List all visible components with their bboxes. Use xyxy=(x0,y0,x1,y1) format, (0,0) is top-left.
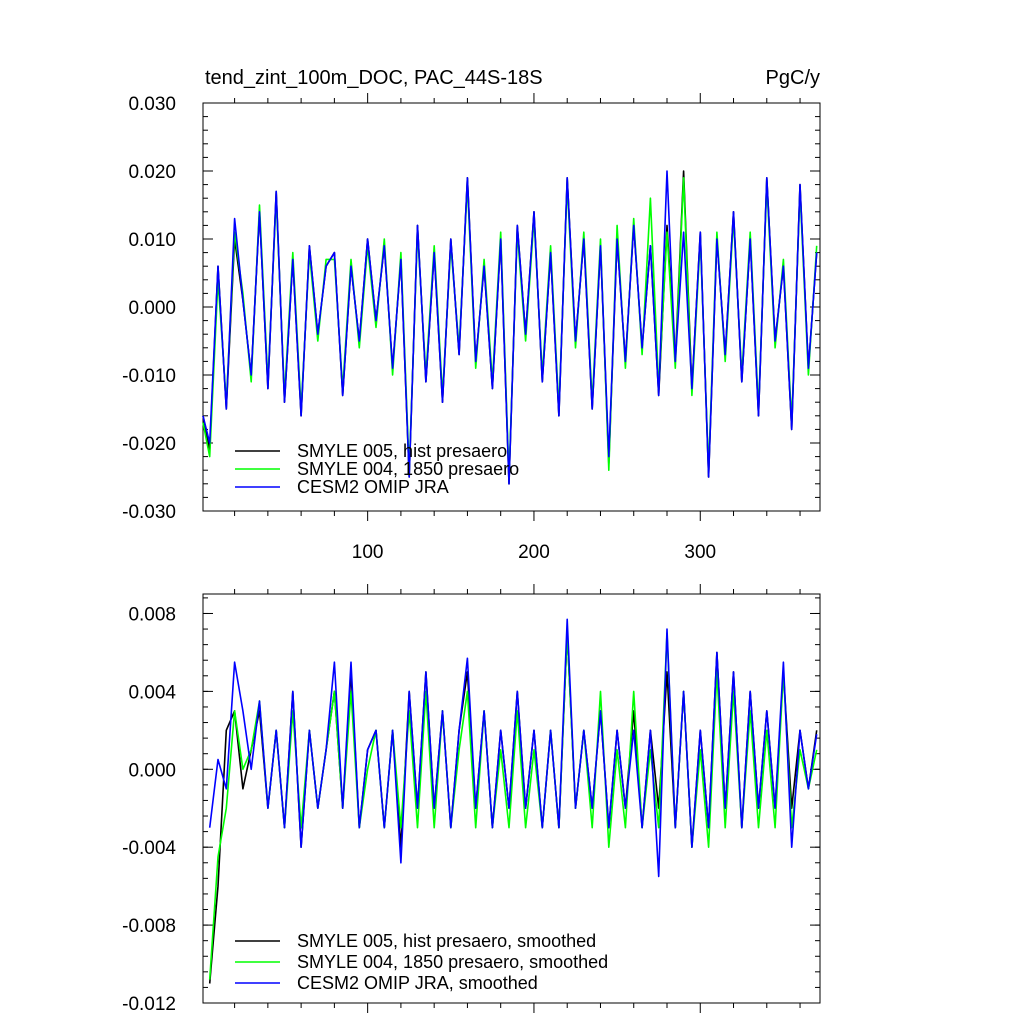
top-series-line-1 xyxy=(202,177,818,478)
bottom-series-line-2 xyxy=(208,618,818,878)
top-legend-label-2: CESM2 OMIP JRA xyxy=(297,477,449,497)
top-series-line-2 xyxy=(202,170,818,485)
top-axes: -0.030 -0.020 -0.010 0.000 0.010 0.020 0.030 10… xyxy=(122,93,820,563)
top-legend-label-1: SMYLE 004, 1850 presaero xyxy=(297,459,519,479)
bottom-axes: -0.012 -0.008 -0.004 0.000 0.004 0.008 xyxy=(122,584,820,1015)
top-xtick-label: 200 xyxy=(518,542,550,563)
top-panel: tend_zint_100m_DOC, PAC_44S-18S PgC/y -0… xyxy=(122,67,821,563)
bottom-ytick-label: 0.000 xyxy=(128,760,176,781)
bottom-panel: -0.012 -0.008 -0.004 0.000 0.004 0.008 SMYLE … xyxy=(122,584,821,1015)
top-chart-units: PgC/y xyxy=(766,67,820,89)
bottom-series-lines xyxy=(208,618,818,984)
top-ytick-label: 0.000 xyxy=(128,298,176,319)
top-xtick-label: 300 xyxy=(684,542,716,563)
bottom-ytick-label: 0.004 xyxy=(128,682,176,703)
bottom-legend-label-2: CESM2 OMIP JRA, smoothed xyxy=(297,973,538,993)
bottom-plot-frame xyxy=(202,593,821,1004)
bottom-legend-label-1: SMYLE 004, 1850 presaero, smoothed xyxy=(297,952,608,972)
bottom-legend: SMYLE 005, hist presaero, smoothedSMYLE … xyxy=(235,931,608,993)
bottom-ytick-label: -0.008 xyxy=(122,916,176,937)
top-ytick-label: -0.010 xyxy=(122,366,176,387)
top-xtick-label: 100 xyxy=(352,542,384,563)
top-ytick-label: 0.030 xyxy=(128,94,176,115)
top-legend-label-0: SMYLE 005, hist presaero xyxy=(297,441,507,461)
bottom-legend-label-0: SMYLE 005, hist presaero, smoothed xyxy=(297,931,596,951)
top-ytick-label: -0.020 xyxy=(122,434,176,455)
top-ytick-label: 0.020 xyxy=(128,162,176,183)
bottom-ytick-label: -0.012 xyxy=(122,994,176,1015)
top-ytick-label: -0.030 xyxy=(122,502,176,523)
bottom-ytick-label: 0.008 xyxy=(128,604,176,625)
top-chart-title: tend_zint_100m_DOC, PAC_44S-18S xyxy=(205,67,543,89)
top-series-lines xyxy=(202,170,818,485)
top-ytick-label: 0.010 xyxy=(128,230,176,251)
bottom-ytick-label: -0.004 xyxy=(122,838,176,859)
